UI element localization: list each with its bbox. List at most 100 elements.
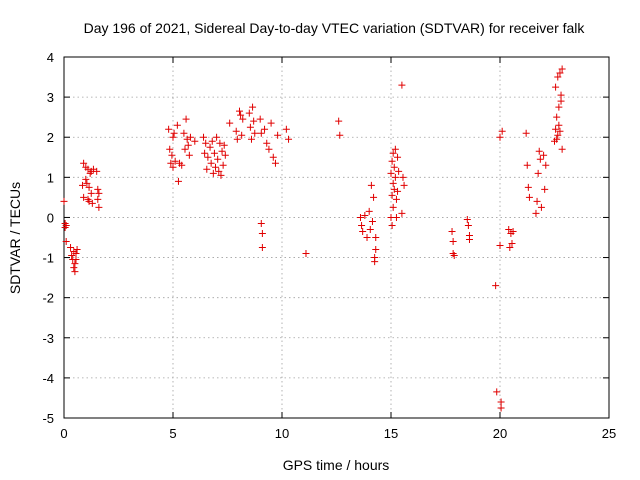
data-point (210, 149, 218, 157)
data-point (191, 137, 199, 145)
data-point (218, 147, 226, 155)
data-point (524, 183, 532, 191)
data-point (496, 133, 504, 141)
data-point (555, 103, 563, 111)
data-point (361, 211, 369, 219)
data-point (492, 282, 500, 290)
data-point (390, 163, 398, 171)
data-point (558, 65, 566, 73)
y-tick-label: -2 (42, 291, 54, 306)
data-point (202, 139, 210, 147)
data-point (387, 169, 395, 177)
data-point (217, 171, 225, 179)
data-point (62, 221, 70, 229)
data-point (257, 129, 265, 137)
data-point (216, 139, 224, 147)
data-point (509, 227, 517, 235)
chart-title: Day 196 of 2021, Sidereal Day-to-day VTE… (84, 20, 586, 36)
data-point (391, 145, 399, 153)
data-point (261, 125, 269, 133)
y-tick-label: -3 (42, 331, 54, 346)
plot-frame (63, 56, 610, 419)
data-point (498, 127, 506, 135)
data-point (249, 103, 257, 111)
data-point (394, 187, 402, 195)
x-tick-label: 25 (602, 426, 616, 441)
data-point (448, 227, 456, 235)
data-point (554, 131, 562, 139)
data-point (185, 151, 193, 159)
data-point (533, 197, 541, 205)
data-point (256, 115, 264, 123)
y-tick-label: 2 (47, 130, 54, 145)
data-point (555, 121, 563, 129)
data-point (67, 244, 75, 252)
data-point (181, 145, 189, 153)
data-point (367, 181, 375, 189)
data-point (239, 115, 247, 123)
data-point (497, 398, 505, 406)
data-point (282, 125, 290, 133)
data-point (169, 133, 177, 141)
data-point (389, 179, 397, 187)
x-tick-label: 0 (60, 426, 67, 441)
data-point (394, 153, 402, 161)
data-point (463, 215, 471, 223)
data-point (552, 83, 560, 91)
data-point (93, 167, 101, 175)
x-tick-label: 15 (384, 426, 398, 441)
data-point (182, 115, 190, 123)
data-point (274, 131, 282, 139)
grid (64, 57, 609, 418)
data-point (220, 141, 228, 149)
data-point (271, 159, 279, 167)
data-point (207, 159, 215, 167)
data-point (465, 236, 473, 244)
data-point (250, 117, 258, 125)
data-point (389, 203, 397, 211)
data-point (167, 159, 175, 167)
data-point (165, 125, 173, 133)
data-point (358, 221, 366, 229)
data-point (88, 199, 96, 207)
data-point (206, 143, 214, 151)
data-point (400, 181, 408, 189)
data-point (392, 213, 400, 221)
data-point (245, 109, 253, 117)
y-tick-label: 0 (47, 210, 54, 225)
data-point (208, 137, 216, 145)
data-point (302, 250, 310, 258)
data-point (372, 246, 380, 254)
data-point (180, 129, 188, 137)
data-point (450, 252, 458, 260)
x-axis-label: GPS time / hours (283, 457, 390, 473)
data-point (73, 246, 81, 254)
data-point (186, 133, 194, 141)
x-tick-label: 20 (493, 426, 507, 441)
data-point (285, 135, 293, 143)
data-point (80, 193, 88, 201)
data-point (212, 163, 220, 171)
data-point (263, 139, 271, 147)
data-point (72, 250, 80, 258)
data-point (169, 163, 177, 171)
data-point (201, 149, 209, 157)
data-point (258, 244, 266, 252)
data-point (370, 193, 378, 201)
data-point (235, 107, 243, 115)
data-point (214, 155, 222, 163)
data-point (557, 91, 565, 99)
data-point (178, 161, 186, 169)
data-point (170, 129, 178, 137)
data-point (203, 165, 211, 173)
data-point (497, 404, 505, 412)
data-point (365, 207, 373, 215)
data-point (399, 173, 407, 181)
data-point (265, 145, 273, 153)
data-point (237, 111, 245, 119)
data-point (389, 149, 397, 157)
data-point (95, 203, 103, 211)
y-tick-label: -1 (42, 251, 54, 266)
data-point (505, 225, 513, 233)
data-point (556, 69, 564, 77)
